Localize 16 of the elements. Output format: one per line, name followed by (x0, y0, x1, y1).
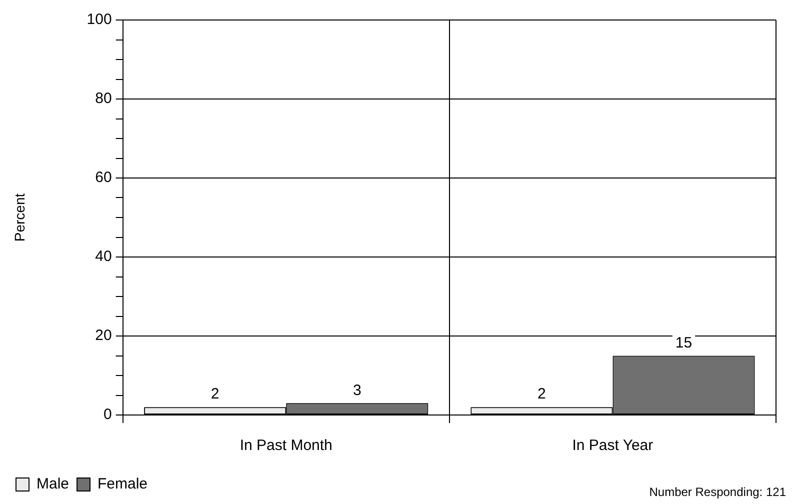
y-tick-label: 0 (103, 406, 112, 424)
data-label: 15 (675, 334, 692, 352)
legend-label: Male (36, 476, 70, 493)
y-tick-label: 100 (86, 11, 112, 28)
data-label: 2 (210, 386, 220, 403)
y-tick-label: 40 (95, 248, 112, 266)
data-label: 3 (352, 382, 362, 399)
y-tick-label: 80 (95, 90, 112, 108)
data-label: 2 (538, 386, 546, 403)
legend-label: Female (98, 476, 148, 493)
y-tick-label: 20 (95, 327, 112, 344)
x-tick-label: In Past Year (572, 437, 654, 454)
y-tick-label: 60 (95, 169, 112, 186)
y-axis-title: Percent (11, 193, 28, 242)
x-tick-label: In Past Month (240, 437, 332, 454)
text: Number Responding: 121 (649, 484, 786, 499)
